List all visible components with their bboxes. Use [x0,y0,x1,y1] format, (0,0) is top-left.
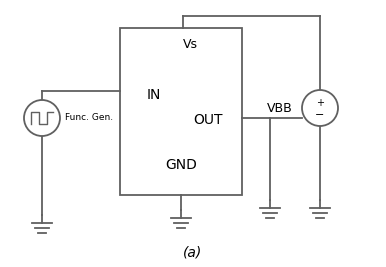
Bar [120,28,242,195]
Text: IN: IN [147,88,161,102]
Text: −: − [315,110,325,120]
Text: Func. Gen.: Func. Gen. [65,113,113,123]
Text: VBB: VBB [267,101,293,115]
Text: +: + [316,98,324,108]
Circle shape [302,90,338,126]
Circle shape [24,100,60,136]
Text: Vs: Vs [183,38,198,51]
Text: OUT: OUT [193,113,223,127]
Text: GND: GND [165,158,197,172]
Text: (a): (a) [183,245,203,259]
